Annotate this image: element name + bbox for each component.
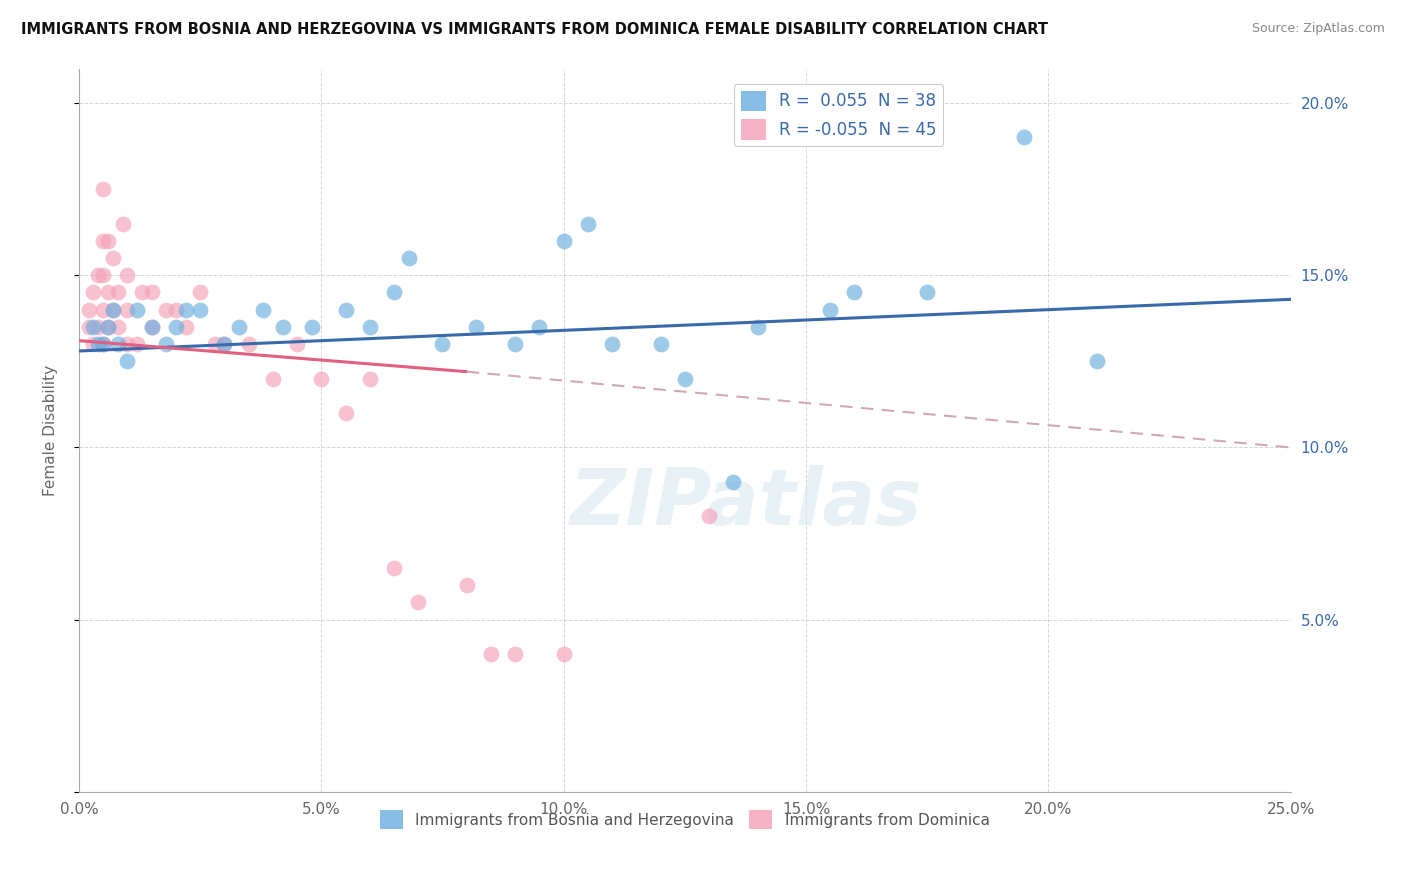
Point <box>127 337 149 351</box>
Point <box>107 285 129 300</box>
Point <box>697 509 720 524</box>
Point <box>1012 130 1035 145</box>
Point <box>311 371 333 385</box>
Point <box>529 319 551 334</box>
Point <box>117 268 139 283</box>
Point <box>174 319 197 334</box>
Point <box>335 406 357 420</box>
Point <box>91 337 114 351</box>
Point <box>335 302 357 317</box>
Point <box>165 319 187 334</box>
Point <box>101 302 124 317</box>
Point <box>503 337 526 351</box>
Point <box>91 268 114 283</box>
Point <box>456 578 478 592</box>
Point <box>553 234 575 248</box>
Point <box>382 285 405 300</box>
Point <box>214 337 236 351</box>
Point <box>97 319 120 334</box>
Point <box>117 337 139 351</box>
Point <box>131 285 153 300</box>
Point <box>91 182 114 196</box>
Point <box>262 371 284 385</box>
Point <box>723 475 745 489</box>
Point <box>228 319 250 334</box>
Point <box>382 561 405 575</box>
Point <box>91 234 114 248</box>
Point <box>165 302 187 317</box>
Point <box>141 319 163 334</box>
Point <box>359 371 381 385</box>
Point <box>576 217 599 231</box>
Point <box>406 595 429 609</box>
Point <box>77 319 100 334</box>
Point <box>650 337 672 351</box>
Legend: Immigrants from Bosnia and Herzegovina, Immigrants from Dominica: Immigrants from Bosnia and Herzegovina, … <box>374 804 995 835</box>
Point <box>271 319 294 334</box>
Point <box>127 302 149 317</box>
Point <box>82 337 104 351</box>
Point <box>111 217 134 231</box>
Point <box>117 354 139 368</box>
Point <box>117 302 139 317</box>
Point <box>155 302 177 317</box>
Point <box>915 285 938 300</box>
Point <box>141 319 163 334</box>
Point <box>432 337 454 351</box>
Point <box>285 337 308 351</box>
Point <box>301 319 323 334</box>
Point <box>155 337 177 351</box>
Point <box>1085 354 1108 368</box>
Point <box>553 647 575 661</box>
Point <box>252 302 274 317</box>
Point <box>820 302 842 317</box>
Point <box>91 337 114 351</box>
Point <box>107 319 129 334</box>
Point <box>77 302 100 317</box>
Point <box>238 337 260 351</box>
Point <box>101 302 124 317</box>
Point <box>673 371 696 385</box>
Point <box>87 319 110 334</box>
Point <box>600 337 623 351</box>
Point <box>214 337 236 351</box>
Point <box>188 285 211 300</box>
Text: IMMIGRANTS FROM BOSNIA AND HERZEGOVINA VS IMMIGRANTS FROM DOMINICA FEMALE DISABI: IMMIGRANTS FROM BOSNIA AND HERZEGOVINA V… <box>21 22 1047 37</box>
Point <box>91 302 114 317</box>
Point <box>465 319 488 334</box>
Point <box>97 234 120 248</box>
Point <box>204 337 226 351</box>
Point <box>101 251 124 265</box>
Point <box>479 647 502 661</box>
Point <box>844 285 866 300</box>
Y-axis label: Female Disability: Female Disability <box>44 365 58 496</box>
Point <box>398 251 420 265</box>
Point <box>82 319 104 334</box>
Point <box>747 319 769 334</box>
Text: Source: ZipAtlas.com: Source: ZipAtlas.com <box>1251 22 1385 36</box>
Point <box>503 647 526 661</box>
Point <box>174 302 197 317</box>
Point <box>87 268 110 283</box>
Text: ZIPatlas: ZIPatlas <box>569 465 921 541</box>
Point <box>97 285 120 300</box>
Point <box>82 285 104 300</box>
Point <box>97 319 120 334</box>
Point <box>188 302 211 317</box>
Point <box>107 337 129 351</box>
Point <box>87 337 110 351</box>
Point <box>141 285 163 300</box>
Point <box>359 319 381 334</box>
